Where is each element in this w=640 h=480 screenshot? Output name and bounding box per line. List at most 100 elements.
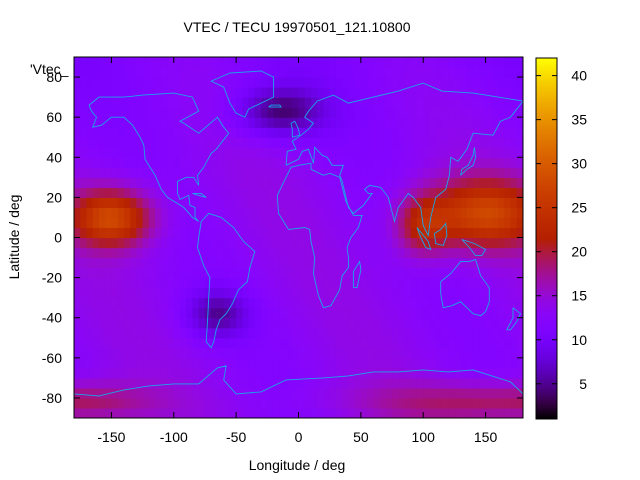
- heatmap-cell: [117, 197, 125, 209]
- heatmap-cell: [167, 327, 175, 339]
- heatmap-cell: [485, 77, 493, 88]
- heatmap-cell: [180, 177, 187, 188]
- heatmap-cell: [416, 137, 424, 148]
- heatmap-cell: [130, 167, 137, 178]
- heatmap-cell: [117, 57, 125, 68]
- heatmap-cell: [323, 337, 331, 349]
- heatmap-cell: [516, 277, 523, 289]
- heatmap-cell: [367, 197, 374, 209]
- heatmap-cell: [254, 397, 262, 409]
- heatmap-cell: [117, 317, 125, 329]
- heatmap-cell: [479, 277, 487, 289]
- heatmap-cell: [286, 57, 293, 68]
- heatmap-cell: [86, 327, 94, 339]
- heatmap-cell: [491, 117, 499, 128]
- heatmap-cell: [130, 287, 137, 299]
- heatmap-cell: [342, 357, 349, 369]
- heatmap-cell: [310, 297, 318, 309]
- heatmap-cell: [504, 337, 512, 349]
- heatmap-cell: [298, 277, 306, 289]
- heatmap-cell: [510, 277, 518, 289]
- heatmap-cell: [348, 87, 356, 98]
- heatmap-cell: [398, 277, 406, 289]
- heatmap-cell: [491, 307, 499, 319]
- heatmap-cell: [105, 87, 113, 98]
- heatmap-cell: [279, 237, 287, 249]
- heatmap-cell: [348, 197, 356, 209]
- heatmap-cell: [454, 407, 462, 418]
- heatmap-cell: [86, 157, 94, 168]
- heatmap-cell: [510, 327, 518, 339]
- heatmap-cell: [354, 297, 362, 309]
- colorbar-tick-label: 5: [579, 376, 587, 392]
- heatmap-cell: [460, 387, 468, 399]
- heatmap-cell: [423, 287, 431, 299]
- heatmap-cell: [504, 127, 512, 138]
- heatmap-cell: [286, 197, 293, 209]
- heatmap-cell: [98, 197, 106, 209]
- coastline-antarctica: [74, 365, 523, 397]
- heatmap-cell: [98, 77, 106, 88]
- heatmap-cell: [510, 287, 518, 299]
- heatmap-cell: [354, 347, 362, 359]
- heatmap-cell: [466, 87, 474, 98]
- heatmap-cell: [261, 237, 268, 249]
- coastline-iceland: [268, 104, 282, 108]
- heatmap-cell: [242, 157, 250, 168]
- heatmap-cell: [367, 397, 374, 409]
- heatmap-cell: [435, 227, 443, 239]
- heatmap-cell: [148, 287, 156, 299]
- heatmap-cell: [86, 237, 94, 249]
- heatmap-cell: [211, 207, 219, 219]
- heatmap-cell: [279, 97, 287, 108]
- heatmap-cell: [98, 87, 106, 98]
- heatmap-cell: [298, 367, 306, 379]
- heatmap-cell: [298, 267, 306, 279]
- heatmap-cell: [186, 207, 194, 219]
- heatmap-cell: [373, 57, 381, 68]
- heatmap-cell: [186, 267, 194, 279]
- heatmap-cell: [379, 297, 387, 309]
- heatmap-cell: [298, 157, 306, 168]
- heatmap-cell: [516, 367, 523, 379]
- heatmap-cell: [504, 357, 512, 369]
- heatmap-cell: [448, 237, 456, 249]
- heatmap-cell: [317, 97, 325, 108]
- heatmap-cell: [130, 307, 137, 319]
- colorbar-tick-label: 15: [571, 288, 587, 304]
- heatmap-cell: [248, 217, 256, 229]
- heatmap-cell: [254, 387, 262, 399]
- heatmap-cell: [211, 137, 219, 148]
- heatmap-cell: [186, 237, 194, 249]
- heatmap-cell: [236, 107, 243, 118]
- heatmap-cell: [267, 237, 275, 249]
- heatmap-cell: [485, 367, 493, 379]
- heatmap-cell: [261, 207, 268, 219]
- heatmap-cell: [242, 357, 250, 369]
- heatmap-cell: [74, 147, 81, 158]
- heatmap-cell: [223, 297, 231, 309]
- heatmap-cell: [242, 297, 250, 309]
- heatmap-cell: [510, 57, 518, 68]
- heatmap-cell: [117, 207, 125, 219]
- heatmap-cell: [173, 327, 181, 339]
- heatmap-cell: [460, 367, 468, 379]
- heatmap-cell: [398, 267, 406, 279]
- heatmap-cell: [229, 317, 237, 329]
- heatmap-cell: [217, 287, 225, 299]
- heatmap-cell: [342, 387, 349, 399]
- heatmap-cell: [254, 137, 262, 148]
- heatmap-cell: [136, 117, 144, 128]
- heatmap-cell: [161, 347, 169, 359]
- heatmap-cell: [379, 237, 387, 249]
- heatmap-cell: [74, 117, 81, 128]
- heatmap-cell: [248, 267, 256, 279]
- heatmap-cell: [498, 107, 505, 118]
- heatmap-cell: [460, 307, 468, 319]
- heatmap-cell: [498, 277, 505, 289]
- heatmap-cell: [423, 167, 431, 178]
- heatmap-cell: [279, 217, 287, 229]
- heatmap-cell: [367, 337, 374, 349]
- heatmap-cell: [398, 237, 406, 249]
- heatmap-cell: [98, 297, 106, 309]
